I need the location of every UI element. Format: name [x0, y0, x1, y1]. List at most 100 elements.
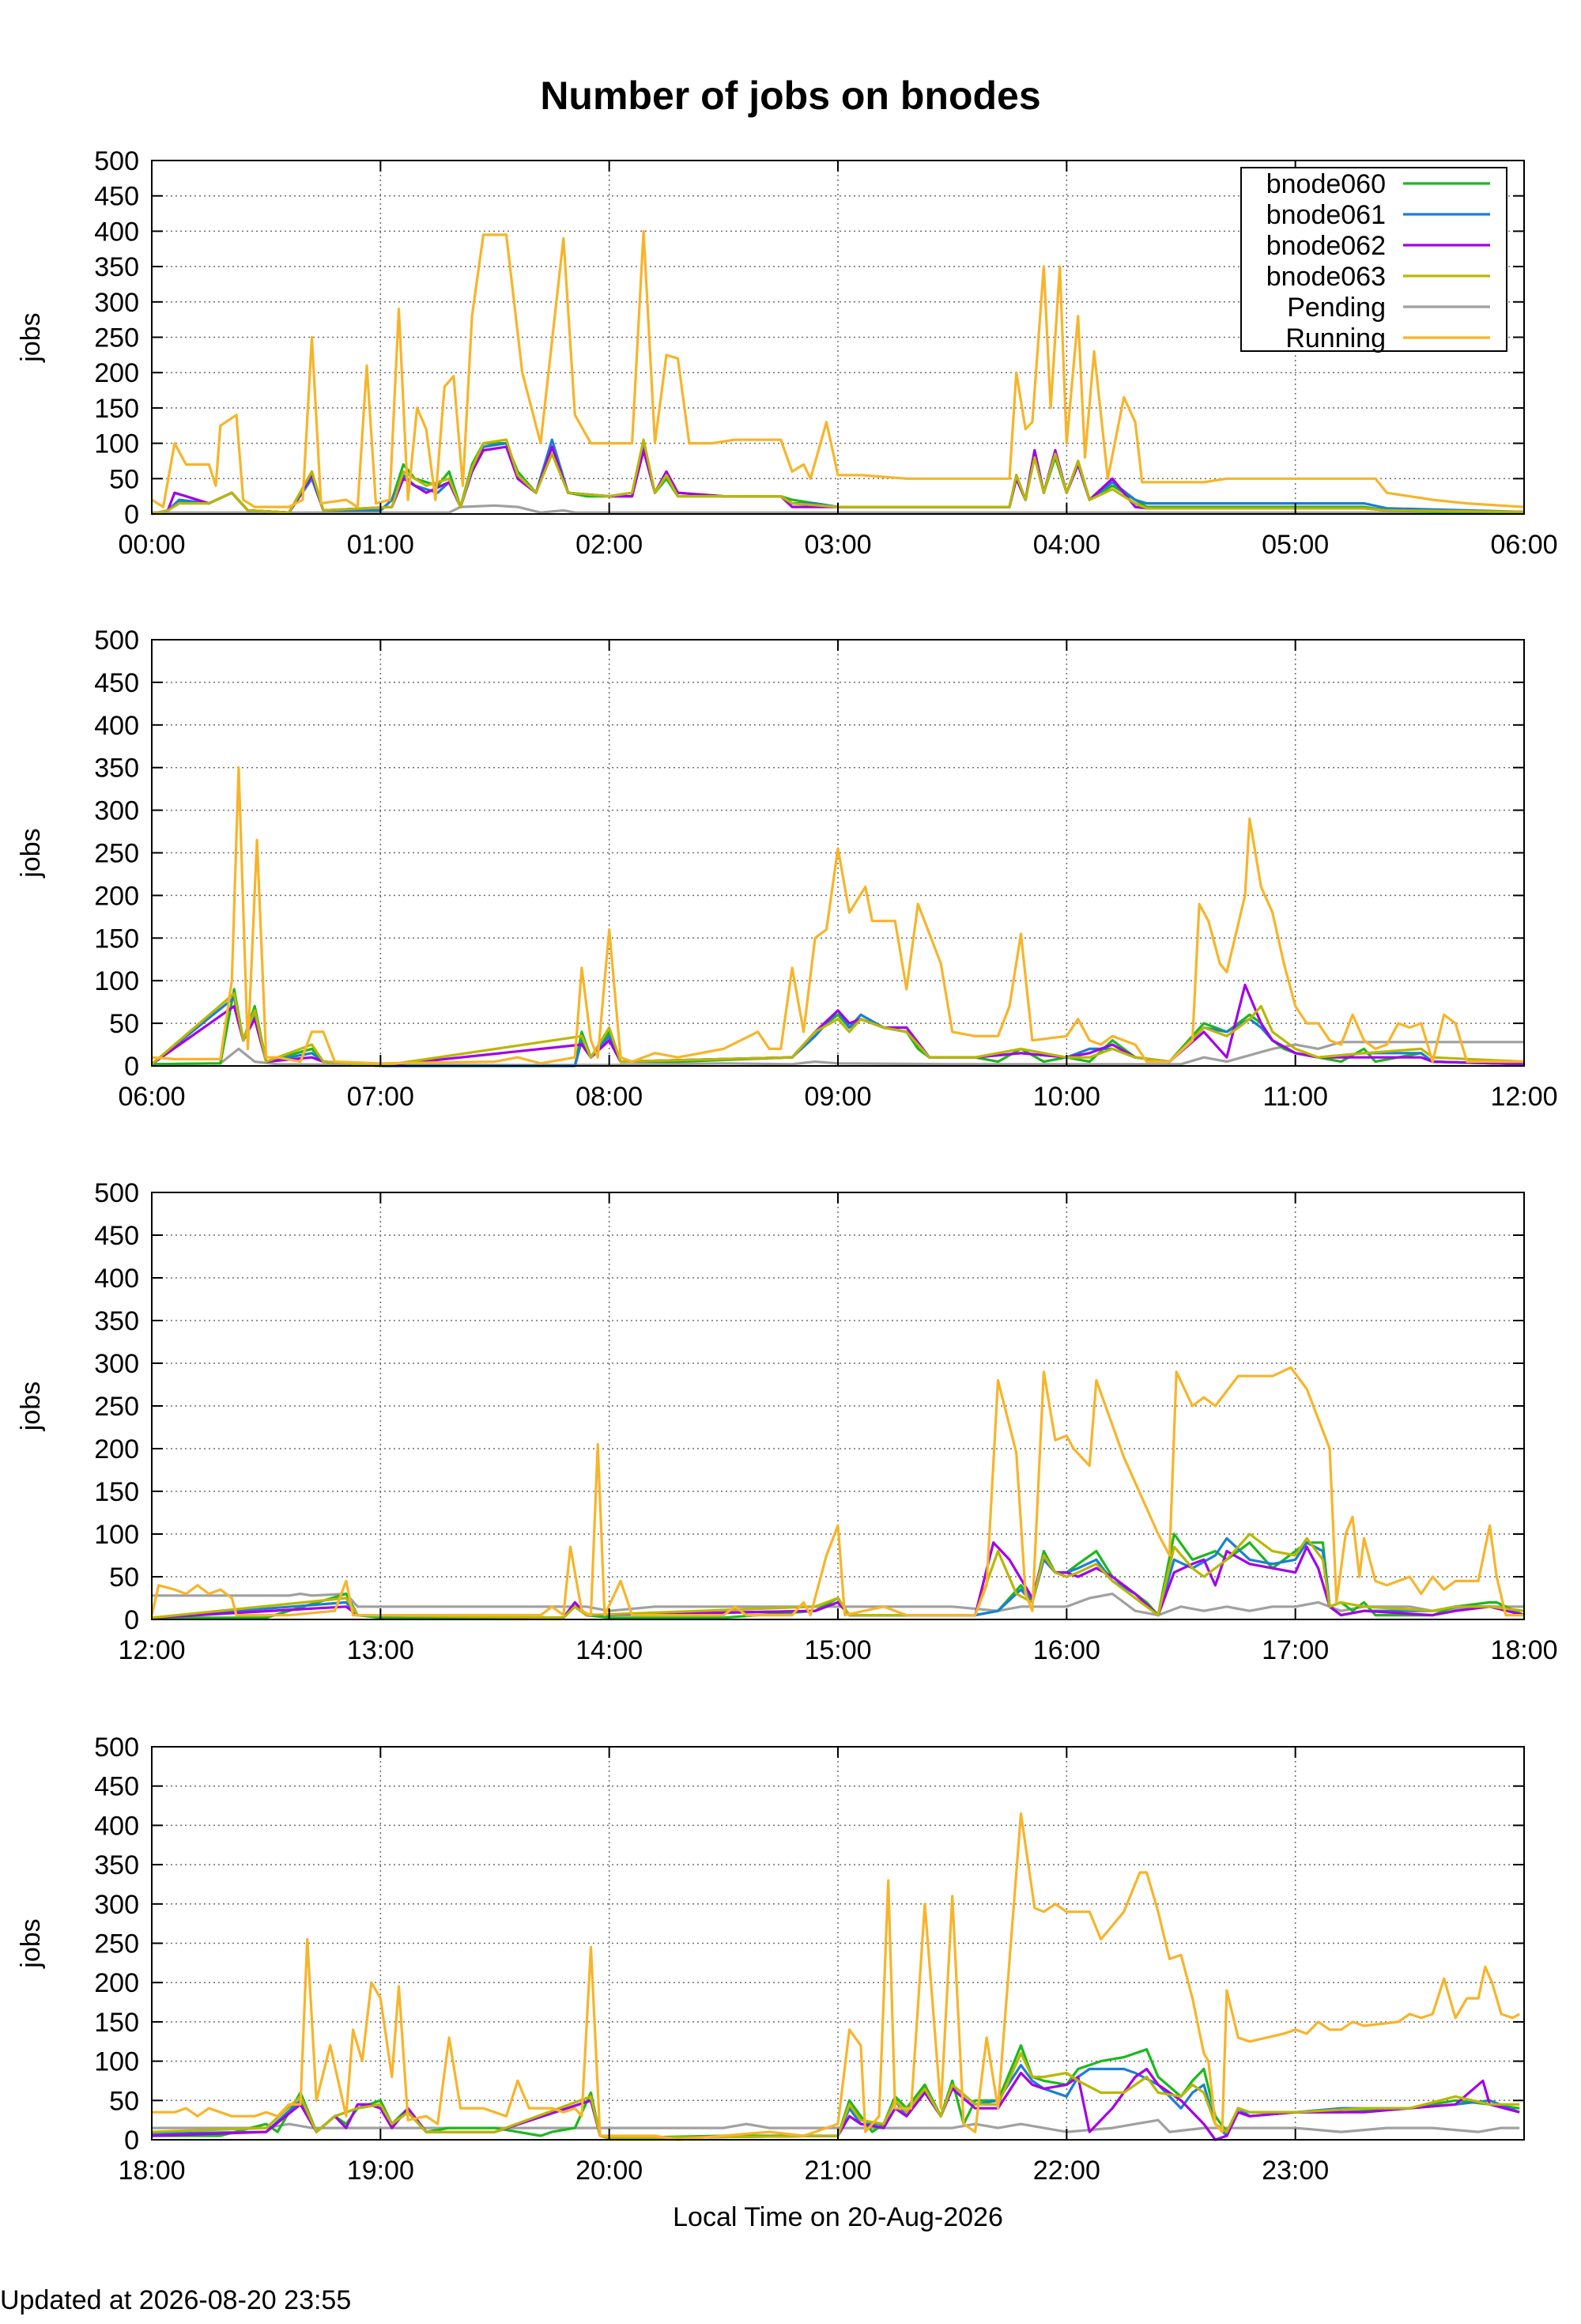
- series-line-running: [150, 1366, 1524, 1617]
- y-tick-label: 500: [94, 1178, 139, 1208]
- series-line-bnode062: [151, 2067, 1520, 2141]
- x-tick-label: 10:00: [1033, 1082, 1100, 1112]
- series-line-running: [151, 766, 1524, 1065]
- x-tick-label: 12:00: [1490, 1082, 1557, 1112]
- y-axis-label: jobs: [16, 828, 46, 878]
- y-tick-label: 150: [94, 394, 139, 424]
- x-tick-label: 12:00: [118, 1635, 185, 1665]
- chart-title: Number of jobs on bnodes: [540, 74, 1041, 118]
- x-tick-label: 05:00: [1262, 530, 1329, 560]
- x-tick-label: 04:00: [1033, 530, 1100, 560]
- y-tick-label: 350: [94, 1850, 139, 1880]
- y-tick-label: 150: [94, 2008, 139, 2038]
- y-tick-label: 300: [94, 1890, 139, 1920]
- y-tick-label: 500: [94, 146, 139, 176]
- y-axis-label: jobs: [16, 1918, 46, 1968]
- panel-1: 0 50 100 150 200 250 300 350 400 450 500 00:00 01:00…: [16, 146, 1558, 560]
- legend-label-bnode063: bnode063: [1266, 262, 1386, 292]
- x-tick-label: 20:00: [575, 2156, 643, 2186]
- y-tick-label: 450: [94, 182, 139, 212]
- y-tick-label: 100: [94, 2047, 139, 2077]
- y-tick-label: 100: [94, 966, 139, 996]
- x-tick-label: 15:00: [804, 1635, 871, 1665]
- y-tick-label: 450: [94, 1221, 139, 1251]
- x-axis-label: Local Time on 20-Aug-2026: [673, 2202, 1003, 2232]
- y-tick-label: 250: [94, 1929, 139, 1959]
- x-tick-label: 08:00: [575, 1082, 643, 1112]
- y-tick-label: 300: [94, 796, 139, 826]
- panel-3: 0 50 100 150 200 250 300 350 400 450 500 12:00 13:00…: [16, 1178, 1558, 1665]
- series-line-bnode063: [151, 438, 1525, 516]
- x-tick-label: 14:00: [575, 1635, 643, 1665]
- y-tick-label: 350: [94, 754, 139, 784]
- y-tick-label: 250: [94, 1392, 139, 1422]
- y-tick-label: 150: [94, 1477, 139, 1507]
- panel-2: 0 50 100 150 200 250 300 350 400 450 500 06:00 07:00…: [16, 625, 1558, 1112]
- y-tick-label: 350: [94, 252, 139, 282]
- series-line-pending: [152, 2118, 1520, 2133]
- series-line-bnode063: [151, 2052, 1520, 2140]
- legend-box: [1240, 167, 1507, 352]
- y-tick-label: 500: [94, 625, 139, 656]
- y-tick-label: 200: [94, 1968, 139, 1998]
- y-tick-label: 100: [94, 429, 139, 459]
- series-line-running: [151, 229, 1525, 508]
- x-tick-label: 13:00: [347, 1635, 414, 1665]
- x-tick-label: 23:00: [1262, 2156, 1329, 2186]
- y-tick-label: 450: [94, 668, 139, 698]
- x-tick-label: 07:00: [347, 1082, 414, 1112]
- legend-label-bnode062: bnode062: [1266, 231, 1386, 261]
- y-tick-label: 250: [94, 323, 139, 353]
- x-tick-label: 19:00: [347, 2156, 414, 2186]
- x-tick-label: 11:00: [1262, 1082, 1328, 1112]
- plot-frame: [151, 1746, 1525, 2141]
- y-axis-label: jobs: [16, 1381, 46, 1431]
- y-tick-label: 200: [94, 881, 139, 911]
- series-line-pending: [151, 1041, 1524, 1067]
- y-tick-label: 300: [94, 1349, 139, 1379]
- x-tick-label: 17:00: [1262, 1635, 1329, 1665]
- x-tick-label: 18:00: [1490, 1635, 1557, 1665]
- y-tick-label: 50: [109, 1563, 139, 1593]
- y-tick-label: 500: [94, 1733, 139, 1763]
- x-tick-label: 02:00: [575, 530, 643, 560]
- y-tick-label: 100: [94, 1520, 139, 1550]
- x-tick-label: 22:00: [1033, 2156, 1100, 2186]
- y-tick-label: 0: [124, 2126, 139, 2156]
- x-tick-label: 01:00: [347, 530, 414, 560]
- x-tick-label: 21:00: [804, 2156, 871, 2186]
- series-line-running: [152, 1812, 1520, 2141]
- series-line-pending: [152, 504, 1524, 514]
- y-tick-label: 400: [94, 1264, 139, 1294]
- y-tick-label: 0: [124, 1605, 139, 1635]
- y-tick-label: 50: [109, 464, 139, 494]
- x-tick-label: 03:00: [804, 530, 871, 560]
- y-tick-label: 50: [109, 2086, 139, 2116]
- y-tick-label: 0: [124, 500, 139, 530]
- x-tick-label: 09:00: [804, 1082, 871, 1112]
- legend-label-bnode061: bnode061: [1266, 200, 1386, 230]
- x-tick-label: 16:00: [1033, 1635, 1100, 1665]
- legend-label-pending: Pending: [1287, 293, 1386, 323]
- y-tick-label: 50: [109, 1009, 139, 1039]
- y-tick-label: 450: [94, 1772, 139, 1802]
- y-tick-label: 350: [94, 1306, 139, 1336]
- y-tick-label: 200: [94, 358, 139, 388]
- legend: bnode060bnode061bnode062bnode063PendingR…: [1240, 167, 1507, 353]
- y-tick-label: 400: [94, 711, 139, 741]
- x-tick-label: 00:00: [118, 530, 185, 560]
- y-tick-label: 400: [94, 217, 139, 247]
- legend-label-bnode060: bnode060: [1266, 169, 1386, 199]
- y-tick-label: 150: [94, 924, 139, 954]
- y-tick-label: 300: [94, 288, 139, 318]
- series-line-bnode063: [151, 1532, 1525, 1619]
- y-axis-label: jobs: [16, 312, 46, 362]
- x-tick-label: 18:00: [118, 2156, 185, 2186]
- legend-label-running: Running: [1285, 323, 1386, 353]
- y-tick-label: 250: [94, 839, 139, 869]
- series-line-bnode063: [150, 992, 1525, 1068]
- y-tick-label: 400: [94, 1811, 139, 1841]
- y-tick-label: 200: [94, 1434, 139, 1464]
- series-line-pending: [152, 1593, 1524, 1617]
